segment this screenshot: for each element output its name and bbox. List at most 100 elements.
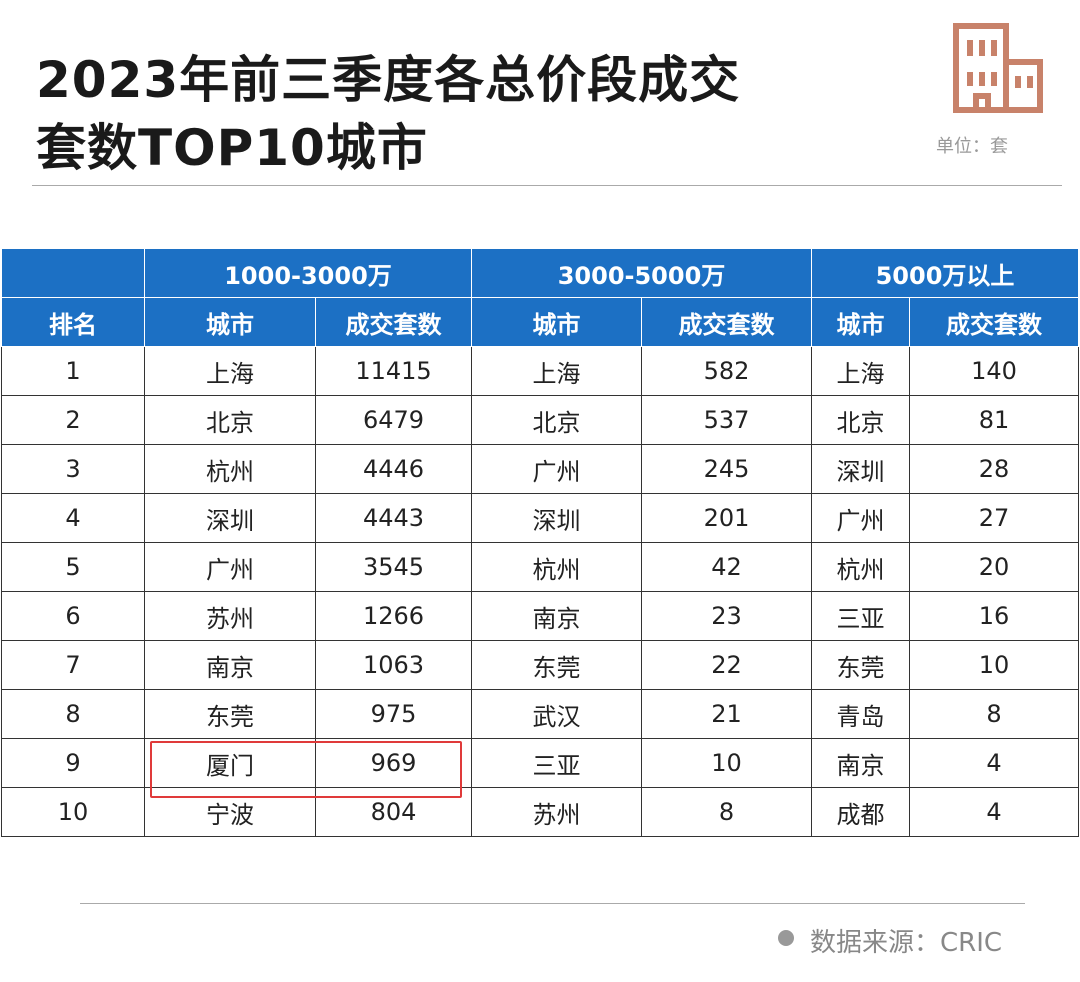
source: 数据来源：CRIC	[810, 928, 1003, 958]
data-row: 6 苏州 1266 南京 23 三亚 16	[1, 591, 1080, 641]
cell: 东莞	[144, 689, 316, 739]
cell: 10	[641, 738, 812, 788]
cell: 北京	[471, 395, 642, 445]
data-row: 8 东莞 975 武汉 21 青岛 8	[1, 689, 1080, 739]
cell: 2	[1, 395, 145, 445]
unit: 单位：套	[936, 136, 1008, 157]
cell: 深圳	[144, 493, 316, 543]
cell: 4	[908, 787, 1080, 837]
data-table: 1000-3000万 3000-5000万 5000万以上 排名 城市 成交套数 城市 成交套…	[1, 248, 1080, 837]
cell: 10	[908, 640, 1080, 690]
cell: 3545	[315, 542, 472, 592]
cell: 南京	[144, 640, 316, 690]
cell: 4	[908, 738, 1080, 788]
divider	[80, 903, 1025, 904]
title-line: 2023年前三季度各总价段成交	[36, 51, 741, 109]
cell: 4446	[315, 444, 472, 494]
cell: 8	[641, 787, 812, 837]
cell: 南京	[471, 591, 642, 641]
cell: 22	[641, 640, 812, 690]
column-header: 排名	[1, 297, 145, 347]
cell: 苏州	[471, 787, 642, 837]
cell: 10	[1, 787, 145, 837]
cell: 广州	[811, 493, 910, 543]
cell: 6	[1, 591, 145, 641]
cell: 16	[908, 591, 1080, 641]
data-row: 5 广州 3545 杭州 42 杭州 20	[1, 542, 1080, 592]
cell: 上海	[144, 346, 316, 396]
cell: 42	[641, 542, 812, 592]
cell: 245	[641, 444, 812, 494]
divider	[32, 185, 1062, 186]
header-cell	[1, 248, 145, 298]
column-header: 成交套数	[641, 297, 812, 347]
cell: 北京	[811, 395, 910, 445]
group-header: 1000-3000万	[144, 248, 472, 298]
cell: 苏州	[144, 591, 316, 641]
cell: 582	[641, 346, 812, 396]
column-header: 城市	[471, 297, 642, 347]
column-header: 城市	[811, 297, 910, 347]
bullet	[778, 930, 794, 946]
cell: 20	[908, 542, 1080, 592]
cell: 11415	[315, 346, 472, 396]
cell: 三亚	[811, 591, 910, 641]
cell: 804	[315, 787, 472, 837]
data-row: 9 厦门 969 三亚 10 南京 4	[1, 738, 1080, 788]
cell: 杭州	[144, 444, 316, 494]
cell: 8	[1, 689, 145, 739]
cell: 7	[1, 640, 145, 690]
cell: 201	[641, 493, 812, 543]
highlight-box	[150, 741, 462, 798]
column-header: 城市	[144, 297, 316, 347]
cell: 宁波	[144, 787, 316, 837]
cell: 81	[908, 395, 1080, 445]
cell: 5	[1, 542, 145, 592]
cell: 东莞	[811, 640, 910, 690]
cell: 28	[908, 444, 1080, 494]
cell: 3	[1, 444, 145, 494]
cell: 杭州	[811, 542, 910, 592]
group-header: 3000-5000万	[471, 248, 812, 298]
cell: 武汉	[471, 689, 642, 739]
cell: 6479	[315, 395, 472, 445]
title-line: 套数TOP10城市	[36, 119, 428, 177]
cell: 上海	[811, 346, 910, 396]
cell: 广州	[471, 444, 642, 494]
cell: 1	[1, 346, 145, 396]
group-header: 5000万以上	[810, 248, 1080, 298]
cell: 1266	[315, 591, 472, 641]
cell: 4	[1, 493, 145, 543]
data-row: 4 深圳 4443 深圳 201 广州 27	[1, 493, 1080, 543]
cell: 成都	[811, 787, 910, 837]
cell: 537	[641, 395, 812, 445]
header-row: 1000-3000万 3000-5000万 5000万以上	[1, 248, 1080, 298]
data-row: 10 宁波 804 苏州 8 成都 4	[1, 787, 1080, 837]
column-header: 成交套数	[315, 297, 472, 347]
cell: 140	[908, 346, 1080, 396]
cell: 上海	[471, 346, 642, 396]
data-row: 2 北京 6479 北京 537 北京 81	[1, 395, 1080, 445]
cell: 975	[315, 689, 472, 739]
cell: 1063	[315, 640, 472, 690]
data-row: 3 杭州 4446 广州 245 深圳 28	[1, 444, 1080, 494]
cell: 广州	[144, 542, 316, 592]
data-row: 7 南京 1063 东莞 22 东莞 10	[1, 640, 1080, 690]
cell: 北京	[144, 395, 316, 445]
building-icon	[953, 23, 1043, 113]
header-row: 排名 城市 成交套数 城市 成交套数 城市 成交套数	[1, 297, 1080, 347]
cell: 青岛	[811, 689, 910, 739]
cell: 21	[641, 689, 812, 739]
cell: 南京	[811, 738, 910, 788]
cell: 深圳	[471, 493, 642, 543]
cell: 杭州	[471, 542, 642, 592]
cell: 厦门	[144, 738, 316, 788]
cell: 深圳	[811, 444, 910, 494]
cell: 东莞	[471, 640, 642, 690]
data-row: 1 上海 11415 上海 582 上海 140	[1, 346, 1080, 396]
cell: 三亚	[471, 738, 642, 788]
cell: 8	[908, 689, 1080, 739]
cell: 27	[908, 493, 1080, 543]
cell: 4443	[315, 493, 472, 543]
